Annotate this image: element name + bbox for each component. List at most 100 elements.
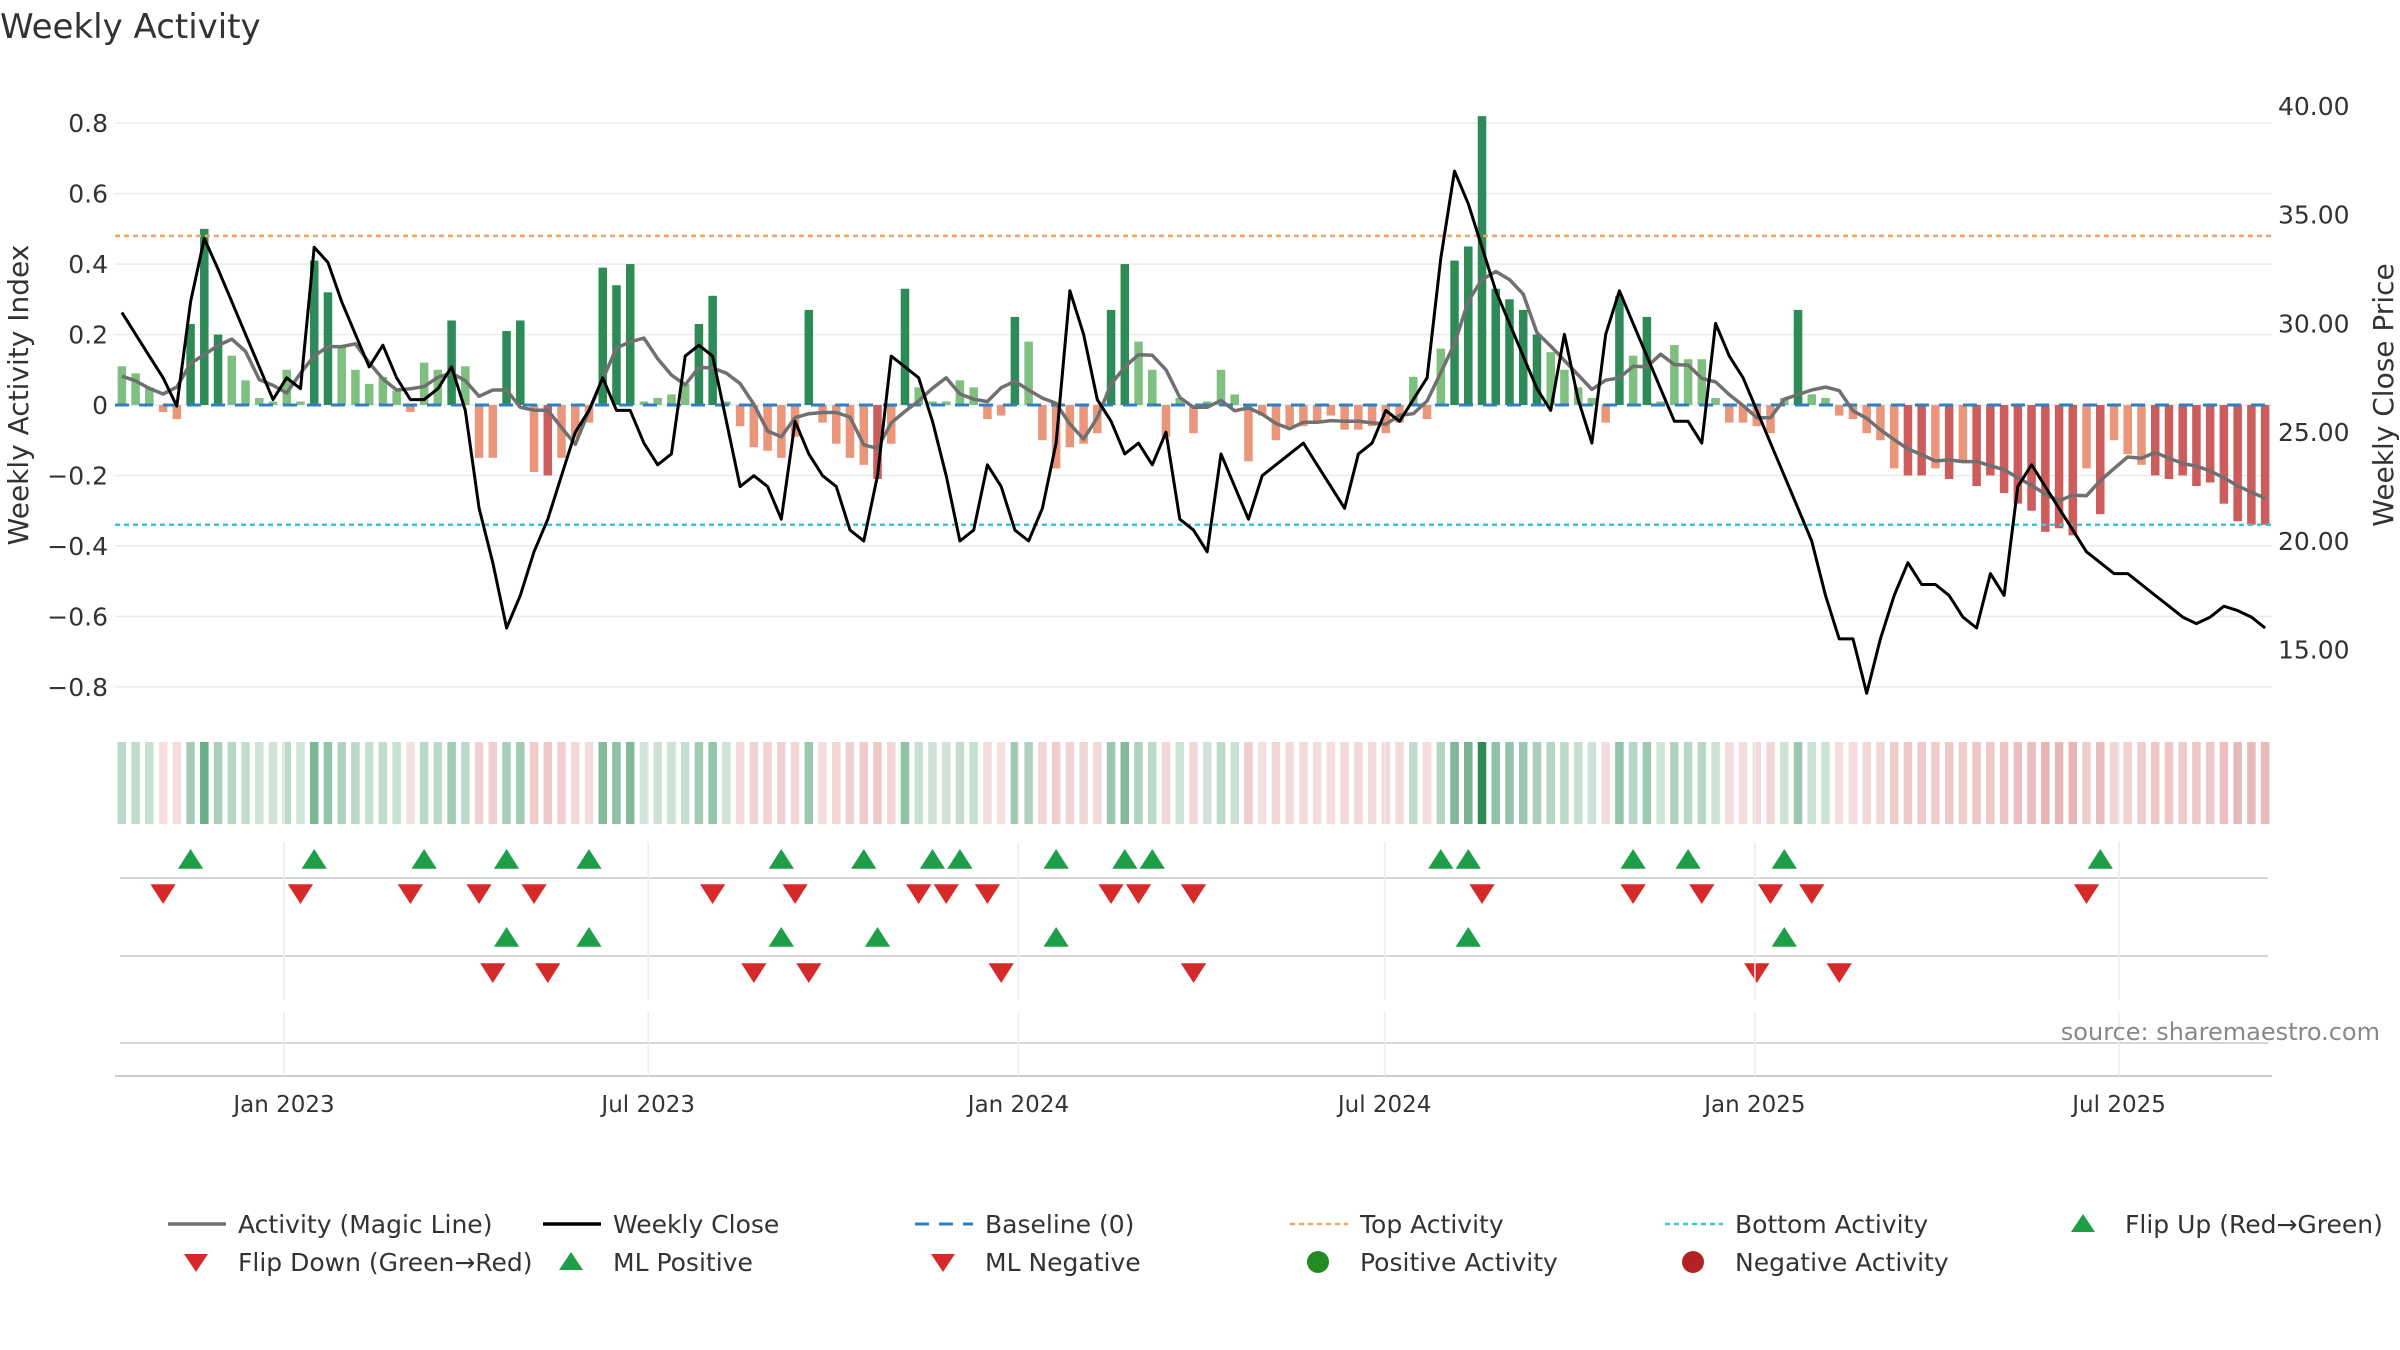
heat-cell	[351, 742, 360, 824]
heat-cell	[886, 742, 896, 824]
heat-cell	[722, 742, 731, 824]
ml-positive-marker	[864, 927, 891, 947]
ml-positive-marker	[1455, 927, 1481, 947]
heat-cell	[502, 742, 511, 824]
activity-bar	[1615, 295, 1624, 405]
legend-label: Activity (Magic Line)	[238, 1210, 492, 1239]
y2-tick-label: 40.00	[2278, 92, 2350, 121]
legend-label: Weekly Close	[613, 1210, 779, 1239]
flip-up-marker	[576, 849, 602, 869]
heat-cell	[777, 742, 786, 824]
heat-cell	[900, 742, 910, 824]
activity-bar	[1656, 401, 1665, 405]
heat-cell	[570, 742, 580, 824]
heat-cell	[2247, 742, 2256, 824]
heat-cell	[735, 742, 745, 824]
heat-cell	[282, 742, 291, 824]
activity-bar	[2192, 405, 2201, 487]
ml-negative-marker	[988, 963, 1014, 983]
heat-cell	[186, 742, 195, 824]
activity-bar	[708, 295, 717, 405]
heat-cell	[1780, 742, 1789, 824]
heat-cell	[557, 742, 566, 824]
heat-cell	[2164, 742, 2174, 824]
heat-cell	[158, 742, 168, 824]
activity-bar	[749, 405, 759, 448]
ml-negative-marker	[480, 963, 506, 983]
activity-bar	[928, 401, 937, 405]
flip-up-marker	[2087, 849, 2113, 869]
y-tick-label: 0.2	[68, 321, 108, 350]
activity-bar	[241, 380, 250, 405]
activity-bar	[1999, 405, 2009, 494]
heat-cell	[1134, 742, 1143, 824]
y-tick-label: 0	[92, 391, 108, 420]
heat-cell	[2233, 742, 2242, 824]
flip-up-marker	[947, 849, 973, 869]
legend: Activity (Magic Line) Weekly Close Baselin…	[168, 1210, 2383, 1277]
activity-bar	[639, 401, 649, 405]
heat-cell	[1381, 742, 1391, 824]
heat-cell	[1615, 742, 1624, 824]
flip-down-marker	[397, 884, 423, 904]
activity-bar	[1903, 405, 1913, 476]
flip-down-marker	[1689, 884, 1715, 904]
heat-cell	[200, 742, 209, 824]
heat-cell	[117, 742, 127, 824]
legend-item: ML Positive	[559, 1248, 753, 1277]
y2-axis-label: Weekly Close Price	[2367, 263, 2400, 526]
ml-negative-marker	[796, 963, 822, 983]
activity-bar	[1202, 401, 1212, 405]
legend-label: ML Negative	[985, 1248, 1141, 1277]
activity-bar	[873, 405, 882, 479]
activity-bar	[983, 405, 992, 420]
activity-bar	[117, 366, 127, 405]
heat-cell	[955, 742, 965, 824]
flip-down-marker	[1757, 884, 1784, 904]
y-tick-label: −0.6	[47, 602, 108, 631]
activity-bar	[1216, 369, 1226, 405]
activity-bar	[1546, 352, 1555, 405]
heat-cell	[1422, 742, 1432, 824]
activity-bar	[1436, 348, 1446, 405]
activity-bar	[516, 320, 525, 405]
close-line-group	[120, 169, 2267, 695]
heat-cell	[241, 742, 250, 824]
heat-cell	[1862, 742, 1871, 824]
legend-item: Weekly Close	[543, 1210, 779, 1239]
heat-cell	[488, 742, 498, 824]
activity-bar	[1024, 341, 1033, 405]
activity-bar	[625, 264, 635, 405]
ml-negative-marker	[535, 963, 561, 983]
activity-bar	[2233, 405, 2242, 522]
legend-item: ML Negative	[931, 1248, 1141, 1277]
activity-bar	[1367, 405, 1377, 427]
x-tick-label: Jul 2025	[2070, 1092, 2166, 1118]
heat-cell	[2068, 742, 2078, 824]
heat-cell	[1202, 742, 1212, 824]
flip-up-marker	[493, 849, 520, 869]
activity-bar	[282, 369, 291, 405]
heat-cell	[1889, 742, 1899, 824]
heat-cell	[1079, 742, 1088, 824]
heat-cell	[667, 742, 676, 824]
x-axis: Jan 2023 Jul 2023 Jan 2024 Jul 2024 Jan 2025…	[115, 742, 2272, 1118]
ml-negative-marker	[1744, 963, 1770, 983]
activity-bar	[1670, 345, 1679, 405]
activity-bar	[914, 387, 923, 405]
activity-bar	[900, 288, 910, 405]
heat-cell	[1148, 742, 1157, 824]
heat-cell	[653, 742, 662, 824]
y2-tick-label: 25.00	[2278, 418, 2350, 447]
heat-cell	[1628, 742, 1638, 824]
activity-bar	[1793, 309, 1803, 405]
heat-cell	[1326, 742, 1336, 824]
activity-bar	[1697, 359, 1707, 405]
heat-cell	[1436, 742, 1446, 824]
heat-cell	[694, 742, 704, 824]
y-axis-right: 40.00 35.00 30.00 25.00 20.00 15.00	[2278, 92, 2350, 665]
activity-bar	[131, 373, 140, 405]
activity-bar	[474, 405, 484, 458]
activity-bar	[1230, 394, 1239, 405]
heat-cell	[529, 742, 539, 824]
